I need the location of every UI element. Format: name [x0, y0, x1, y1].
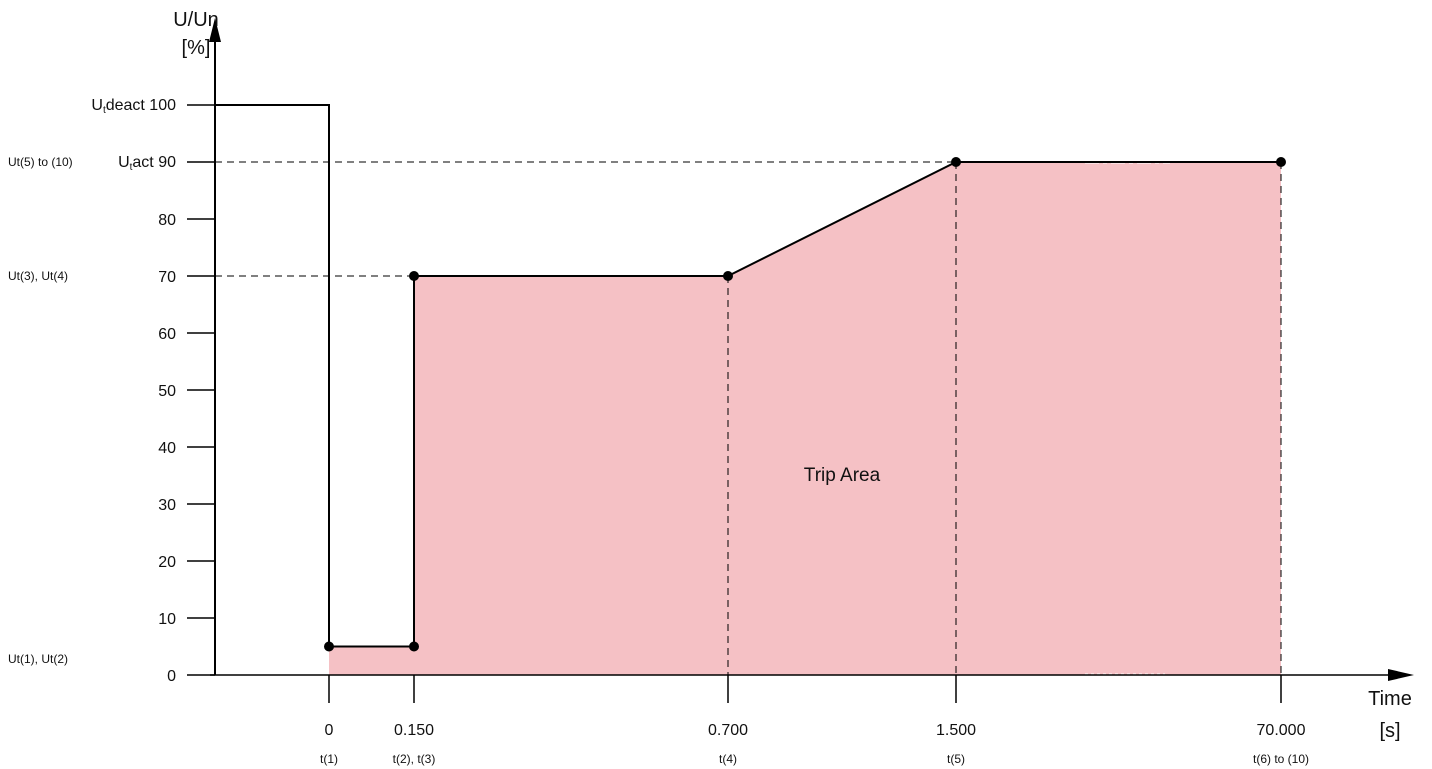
u-act-label: Utact 90: [118, 154, 176, 173]
y-tick-label-30: 30: [158, 497, 176, 514]
y-tick-label-70: 70: [158, 269, 176, 286]
x-tick-label-0: 0: [325, 722, 334, 739]
x-axis-label-line2: [s]: [1379, 720, 1400, 742]
x-tick-label-2: 0.700: [708, 722, 748, 739]
u-deact-label: Utdeact 100: [91, 97, 176, 116]
curve-point-3: [723, 271, 733, 281]
y-tick-label-20: 20: [158, 554, 176, 571]
annotation-ut3-ut4: Ut(3), Ut(4): [8, 269, 68, 283]
x-axis-label-line1: Time: [1368, 688, 1412, 710]
y-tick-label-0: 0: [167, 668, 176, 685]
curve-point-4: [951, 157, 961, 167]
curve-point-1: [409, 642, 419, 652]
x-axis-arrow: [1388, 669, 1414, 681]
x-tick-label-1: 0.150: [394, 722, 434, 739]
curve-point-0: [324, 642, 334, 652]
x-tick-sublabel-2: t(4): [719, 752, 737, 766]
y-tick-label-40: 40: [158, 440, 176, 457]
annotation-ut1-ut2: Ut(1), Ut(2): [8, 652, 68, 666]
x-tick-sublabel-4: t(6) to (10): [1253, 752, 1309, 766]
x-tick-sublabel-1: t(2), t(3): [393, 752, 436, 766]
x-tick-sublabel-3: t(5): [947, 752, 965, 766]
trip-area-label: Trip Area: [804, 465, 881, 486]
y-tick-label-80: 80: [158, 212, 176, 229]
curve-point-5: [1276, 157, 1286, 167]
trip-area-fill: [329, 162, 1281, 675]
curve-point-2: [409, 271, 419, 281]
y-axis-label-line1: U/Un: [173, 9, 219, 31]
x-tick-label-3: 1.500: [936, 722, 976, 739]
y-tick-label-50: 50: [158, 383, 176, 400]
annotation-ut5-10: Ut(5) to (10): [8, 155, 73, 169]
x-tick-label-4: 70.000: [1257, 722, 1306, 739]
y-axis-label-line2: [%]: [182, 37, 211, 59]
y-tick-label-10: 10: [158, 611, 176, 628]
x-tick-sublabel-0: t(1): [320, 752, 338, 766]
y-tick-label-60: 60: [158, 326, 176, 343]
